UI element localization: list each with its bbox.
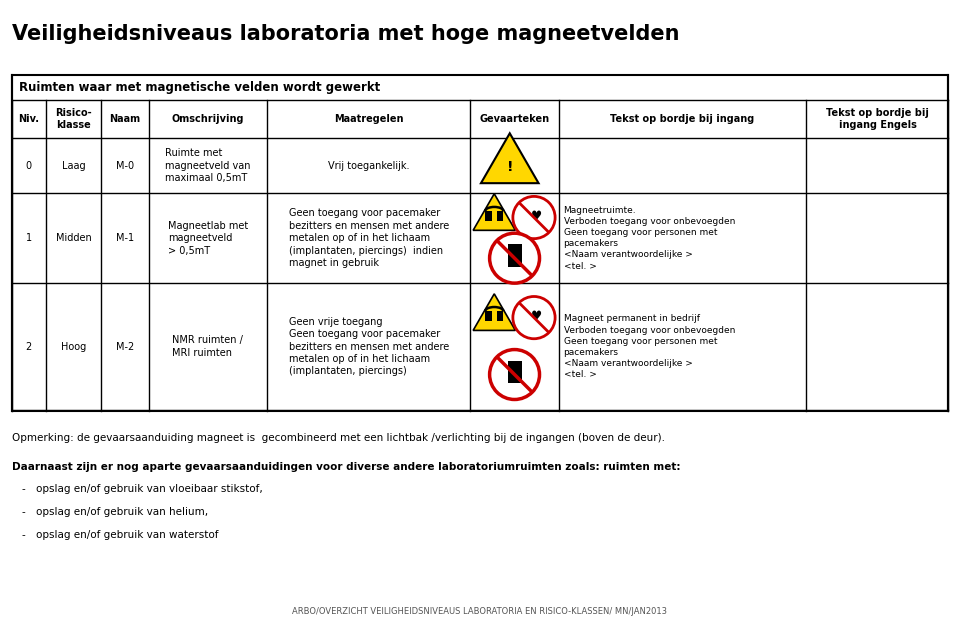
Text: Tekst op bordje bij ingang: Tekst op bordje bij ingang xyxy=(611,114,755,124)
Text: 0: 0 xyxy=(26,161,32,171)
Text: Niv.: Niv. xyxy=(18,114,39,124)
Ellipse shape xyxy=(490,350,540,399)
Polygon shape xyxy=(508,361,521,369)
Text: Gevaarteken: Gevaarteken xyxy=(479,114,550,124)
Text: Magneetlab met
magneetveld
> 0,5mT: Magneetlab met magneetveld > 0,5mT xyxy=(168,221,248,255)
Text: Hoog: Hoog xyxy=(60,341,86,352)
Ellipse shape xyxy=(513,297,555,339)
Text: 1: 1 xyxy=(26,233,32,244)
Text: opslag en/of gebruik van waterstof: opslag en/of gebruik van waterstof xyxy=(36,530,219,540)
Text: Risico-
klasse: Risico- klasse xyxy=(55,108,92,130)
Text: opslag en/of gebruik van helium,: opslag en/of gebruik van helium, xyxy=(36,507,208,517)
Text: Naam: Naam xyxy=(109,114,140,124)
Text: Geen vrije toegang
Geen toegang voor pacemaker
bezitters en mensen met andere
me: Geen vrije toegang Geen toegang voor pac… xyxy=(289,317,448,376)
Text: Geen toegang voor pacemaker
bezitters en mensen met andere
metalen op of in het : Geen toegang voor pacemaker bezitters en… xyxy=(289,209,448,268)
Text: ARBO/OVERZICHT VEILIGHEIDSNIVEAUS LABORATORIA EN RISICO-KLASSEN/ MN/JAN2013: ARBO/OVERZICHT VEILIGHEIDSNIVEAUS LABORA… xyxy=(293,607,667,616)
Text: Maatregelen: Maatregelen xyxy=(334,114,403,124)
Text: NMR ruimten /
MRI ruimten: NMR ruimten / MRI ruimten xyxy=(173,336,243,358)
Polygon shape xyxy=(473,194,516,231)
Text: Magneetruimte.
Verboden toegang voor onbevoegden
Geen toegang voor personen met
: Magneetruimte. Verboden toegang voor onb… xyxy=(564,206,735,270)
Text: Magneet permanent in bedrijf
Verboden toegang voor onbevoegden
Geen toegang voor: Magneet permanent in bedrijf Verboden to… xyxy=(564,315,735,379)
Text: -: - xyxy=(21,530,25,540)
Text: Tekst op bordje bij
ingang Engels: Tekst op bordje bij ingang Engels xyxy=(826,108,929,130)
Polygon shape xyxy=(497,311,503,321)
Text: Ruimte met
magneetveld van
maximaal 0,5mT: Ruimte met magneetveld van maximaal 0,5m… xyxy=(165,148,251,183)
Text: Opmerking: de gevaarsaanduiding magneet is  gecombineerd met een lichtbak /verli: Opmerking: de gevaarsaanduiding magneet … xyxy=(12,433,664,443)
Text: Laag: Laag xyxy=(61,161,85,171)
Text: Vrij toegankelijk.: Vrij toegankelijk. xyxy=(328,161,409,171)
Polygon shape xyxy=(508,253,521,267)
Polygon shape xyxy=(485,311,492,321)
Polygon shape xyxy=(508,244,521,253)
Text: -: - xyxy=(21,484,25,494)
Text: Daarnaast zijn er nog aparte gevaarsaanduidingen voor diverse andere laboratoriu: Daarnaast zijn er nog aparte gevaarsaand… xyxy=(12,462,680,472)
Text: opslag en/of gebruik van vloeibaar stikstof,: opslag en/of gebruik van vloeibaar stiks… xyxy=(36,484,263,494)
Text: M-2: M-2 xyxy=(115,341,134,352)
Text: Midden: Midden xyxy=(56,233,91,244)
Polygon shape xyxy=(473,294,516,330)
Polygon shape xyxy=(485,211,492,221)
Polygon shape xyxy=(508,369,521,383)
Text: !: ! xyxy=(507,160,513,174)
Text: M-1: M-1 xyxy=(116,233,133,244)
Text: 2: 2 xyxy=(26,341,32,352)
Polygon shape xyxy=(481,133,539,183)
Polygon shape xyxy=(497,211,503,221)
Ellipse shape xyxy=(513,196,555,239)
Text: Omschrijving: Omschrijving xyxy=(172,114,244,124)
Text: ♥: ♥ xyxy=(531,310,542,323)
Text: Ruimten waar met magnetische velden wordt gewerkt: Ruimten waar met magnetische velden word… xyxy=(19,81,380,93)
Ellipse shape xyxy=(490,233,540,283)
Text: Veiligheidsniveaus laboratoria met hoge magneetvelden: Veiligheidsniveaus laboratoria met hoge … xyxy=(12,24,679,44)
Text: ♥: ♥ xyxy=(531,210,542,223)
Text: M-0: M-0 xyxy=(116,161,133,171)
Text: -: - xyxy=(21,507,25,517)
